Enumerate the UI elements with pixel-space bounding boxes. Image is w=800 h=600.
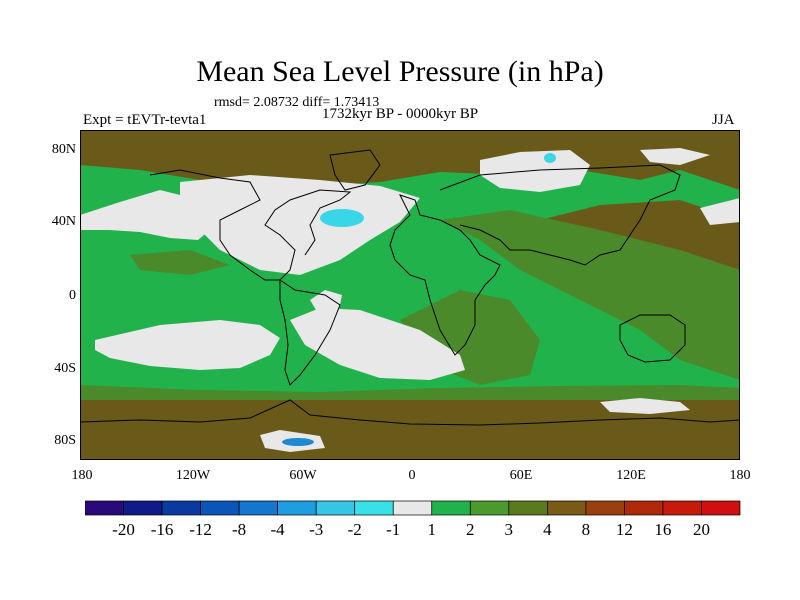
colorbar-box	[238, 500, 278, 516]
colorbar-label: 2	[466, 520, 475, 539]
season-label: JJA	[712, 112, 735, 128]
anomaly-fields	[80, 130, 740, 460]
arctic-light-patch	[640, 148, 710, 165]
antarctic-light-band	[600, 398, 690, 414]
colorbar-label: -20	[112, 520, 135, 539]
lon-label-60w: 60W	[289, 468, 317, 483]
australia-coast	[619, 314, 686, 363]
lon-label-180w: 180	[71, 468, 93, 483]
lat-label-0: 0	[69, 288, 76, 303]
europe-africa-coast	[389, 194, 501, 356]
colorbar-box	[547, 500, 587, 516]
lat-label-40s: 40S	[54, 361, 76, 376]
colorbar-box	[585, 500, 625, 516]
lon-label-180e: 180	[729, 468, 751, 483]
pressure-map	[80, 130, 740, 460]
colorbar-label: -12	[189, 520, 212, 539]
north-pacific-high	[80, 190, 210, 240]
lon-label-0: 0	[408, 468, 416, 483]
colorbar-label: -1	[386, 520, 401, 539]
map-frame	[80, 130, 740, 460]
lat-label-40n: 40N	[51, 214, 76, 229]
colorbar-label: 16	[654, 520, 672, 539]
chart-title: Mean Sea Level Pressure (in hPa)	[196, 55, 604, 88]
colorbar-label: -16	[150, 520, 174, 539]
atlantic-negative-anomaly	[320, 209, 364, 227]
arctic-high-anomaly	[80, 130, 740, 190]
colorbar	[85, 500, 741, 516]
south-america-high-lobe	[310, 290, 342, 320]
colorbar-label: -8	[232, 520, 247, 539]
colorbar-box	[624, 500, 664, 516]
colorbar-box	[508, 500, 548, 516]
north-atlantic-high	[180, 175, 420, 275]
north-pacific-anomaly	[130, 250, 230, 275]
lon-label-60e: 60E	[509, 468, 533, 483]
lat-label-80n: 80N	[51, 142, 76, 157]
colorbar-box	[123, 500, 163, 516]
arctic-negative-anomaly	[544, 153, 556, 163]
colorbar-box	[85, 500, 124, 516]
north-america-coast	[149, 169, 352, 281]
colorbar-label: 8	[581, 520, 591, 539]
colorbar-label: -4	[270, 520, 285, 539]
colorbar-label: 20	[693, 520, 710, 539]
colorbar-box	[277, 500, 317, 516]
south-america-coast	[279, 279, 341, 386]
lat-label-80s: 80S	[54, 433, 76, 448]
greenland-coast	[329, 149, 381, 191]
asia-coast	[439, 164, 681, 266]
coastlines	[80, 149, 740, 426]
colorbar-box	[701, 500, 741, 516]
colorbar-box	[161, 500, 201, 516]
colorbar-box	[431, 500, 471, 516]
experiment-label: Expt = tEVTr-tevta1	[83, 112, 207, 128]
ross-sea-negative-anomaly	[282, 438, 314, 446]
east-pacific-high	[700, 198, 740, 225]
colorbar-box	[662, 500, 702, 516]
colorbar-label: -2	[347, 520, 362, 539]
colorbar-label: 1	[427, 520, 437, 539]
colorbar-label: 4	[543, 520, 552, 539]
rmsd-diff-stats: rmsd= 2.08732 diff= 1.73413	[214, 95, 380, 110]
indo-pacific-anomaly	[440, 210, 740, 380]
lon-label-120e: 120E	[616, 468, 646, 483]
south-pacific-high	[95, 320, 280, 370]
colorbar-box	[200, 500, 240, 516]
south-atlantic-high	[290, 308, 465, 380]
colorbar-label: -3	[309, 520, 324, 539]
lon-label-120w: 120W	[175, 468, 211, 483]
colorbar-box	[469, 500, 510, 516]
colorbar-box	[392, 500, 433, 516]
colorbar-box	[315, 500, 356, 516]
colorbar-label: 3	[504, 520, 514, 539]
antarctic-anomaly	[80, 400, 740, 460]
colorbar-box	[354, 500, 394, 516]
antarctica-coast	[80, 399, 740, 426]
time-period: 1732kyr BP - 0000kyr BP	[322, 106, 479, 122]
siberian-high	[480, 150, 590, 192]
colorbar-label: 12	[615, 520, 633, 539]
